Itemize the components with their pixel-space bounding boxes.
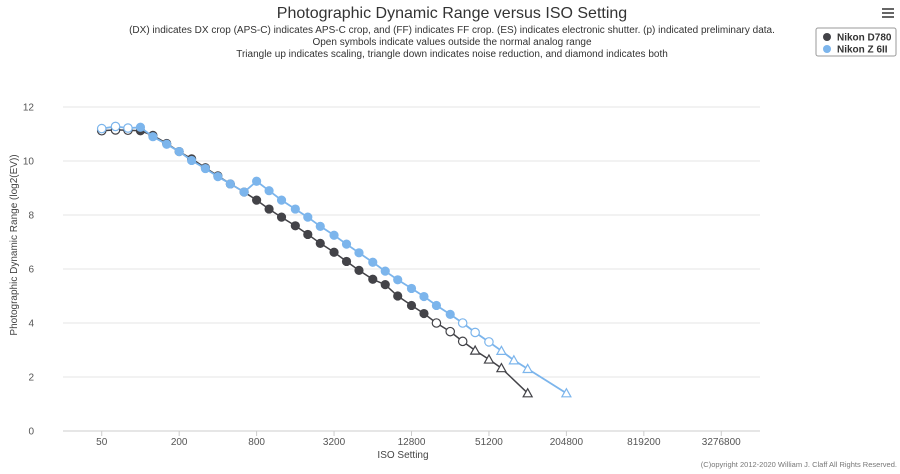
data-point-nikon-z-6ii xyxy=(225,179,235,189)
credits: (C)opyright 2012-2020 William J. Claff A… xyxy=(701,460,897,469)
data-point-nikon-z-6ii xyxy=(187,155,197,166)
axes: 0 2 4 6 8 10 12 50 200 800 3200 12800 51200 204800 819… xyxy=(23,103,741,449)
legend-box xyxy=(815,27,897,57)
data-point-nikon-z-6ii xyxy=(148,132,158,142)
series xyxy=(96,121,572,398)
data-point-nikon-d780 xyxy=(276,212,287,222)
legend-marker-nikon-d780 xyxy=(823,33,831,41)
data-point-nikon-d780 xyxy=(406,300,417,311)
data-point-nikon-z-6ii xyxy=(354,248,364,258)
legend-label-nikon-d780: Nikon D780 xyxy=(837,33,892,44)
data-point-nikon-d780 xyxy=(419,308,429,319)
data-point-nikon-z-6ii xyxy=(431,300,442,311)
data-point-nikon-d780 xyxy=(290,221,300,231)
data-point-nikon-z-6ii xyxy=(264,186,274,196)
data-point-nikon-d780 xyxy=(329,247,339,257)
y-axis-title: Photographic Dynamic Range (log2(EV)) xyxy=(9,154,20,335)
chart-subtitle-line-3: Triangle up indicates scaling, triangle … xyxy=(236,49,668,60)
data-point-nikon-z-6ii xyxy=(560,387,572,398)
data-point-nikon-z-6ii xyxy=(329,230,339,240)
legend-label-nikon-z-6ii: Nikon Z 6II xyxy=(837,45,888,56)
data-point-nikon-d780 xyxy=(354,265,364,275)
y-tick-label: 4 xyxy=(28,319,34,330)
data-point-nikon-z-6ii xyxy=(393,275,403,285)
legend-item-nikon-z-6ii[interactable]: Nikon Z 6II xyxy=(823,45,888,56)
data-point-nikon-z-6ii xyxy=(276,195,287,205)
legend-item-nikon-d780[interactable]: Nikon D780 xyxy=(823,33,892,44)
data-point-nikon-z-6ii xyxy=(174,146,184,157)
y-tick-label: 8 xyxy=(28,211,34,222)
data-point-nikon-z-6ii xyxy=(96,123,107,134)
data-point-nikon-d780 xyxy=(431,318,442,328)
data-point-nikon-z-6ii xyxy=(290,204,300,214)
data-point-nikon-z-6ii xyxy=(470,327,480,338)
x-tick-label: 200 xyxy=(171,437,188,448)
data-point-nikon-d780 xyxy=(303,229,313,240)
data-point-nikon-z-6ii xyxy=(445,309,455,319)
data-point-nikon-z-6ii xyxy=(315,221,325,231)
data-point-nikon-z-6ii xyxy=(239,187,249,197)
data-point-nikon-z-6ii xyxy=(123,123,133,133)
y-tick-label: 12 xyxy=(23,103,35,114)
data-point-nikon-z-6ii xyxy=(380,266,390,276)
data-point-nikon-d780 xyxy=(368,274,378,284)
data-point-nikon-z-6ii xyxy=(213,172,223,182)
grid-lines xyxy=(63,106,760,432)
data-point-nikon-d780 xyxy=(483,353,495,364)
x-tick-label: 3276800 xyxy=(702,437,741,448)
data-point-nikon-z-6ii xyxy=(522,363,534,374)
hamburger-icon xyxy=(882,8,894,18)
x-tick-label: 800 xyxy=(248,437,265,448)
chart-subtitle-line-2: Open symbols indicate values outside the… xyxy=(312,37,591,48)
data-point-nikon-d780 xyxy=(380,280,390,290)
data-point-nikon-z-6ii xyxy=(200,163,211,174)
x-tick-label: 204800 xyxy=(550,437,584,448)
x-tick-label: 3200 xyxy=(323,437,346,448)
data-point-nikon-d780 xyxy=(445,326,456,337)
chart-subtitle-line-1: (DX) indicates DX crop (APS-C) indicates… xyxy=(129,25,775,36)
x-tick-label: 12800 xyxy=(398,437,426,448)
data-point-nikon-z-6ii xyxy=(508,354,520,365)
data-point-nikon-d780 xyxy=(252,195,262,205)
data-point-nikon-z-6ii xyxy=(406,283,417,294)
x-tick-label: 50 xyxy=(96,437,108,448)
data-point-nikon-d780 xyxy=(469,344,481,355)
x-tick-label: 51200 xyxy=(475,437,503,448)
x-axis-title: ISO Setting xyxy=(377,450,428,461)
data-point-nikon-z-6ii xyxy=(110,121,121,132)
y-tick-label: 2 xyxy=(28,373,34,384)
series-line-nikon-d780 xyxy=(101,129,529,394)
data-point-nikon-z-6ii xyxy=(368,257,378,267)
data-point-nikon-d780 xyxy=(393,291,403,301)
data-point-nikon-z-6ii xyxy=(341,239,352,249)
data-point-nikon-z-6ii xyxy=(162,139,172,149)
data-point-nikon-d780 xyxy=(341,256,352,267)
menu-button[interactable] xyxy=(878,5,896,21)
data-point-nikon-z-6ii xyxy=(457,318,468,328)
data-point-nikon-z-6ii xyxy=(495,345,507,356)
series-nikon-d780 xyxy=(96,125,534,398)
data-point-nikon-d780 xyxy=(264,204,274,214)
y-tick-label: 0 xyxy=(28,427,34,438)
legend-marker-nikon-z-6ii xyxy=(823,45,831,53)
chart-title: Photographic Dynamic Range versus ISO Se… xyxy=(277,5,627,22)
chart-legend: Nikon D780 Nikon Z 6II xyxy=(815,27,897,57)
data-point-nikon-z-6ii xyxy=(135,122,146,132)
y-tick-label: 6 xyxy=(28,265,34,276)
series-nikon-z-6ii xyxy=(96,121,572,398)
data-point-nikon-z-6ii xyxy=(252,176,262,186)
data-point-nikon-z-6ii xyxy=(484,337,494,347)
data-point-nikon-d780 xyxy=(315,238,325,248)
data-point-nikon-z-6ii xyxy=(303,212,313,222)
data-point-nikon-d780 xyxy=(457,336,468,347)
data-point-nikon-d780 xyxy=(522,387,534,398)
data-point-nikon-z-6ii xyxy=(419,291,429,302)
data-point-nikon-d780 xyxy=(495,362,507,373)
series-line-nikon-z-6ii xyxy=(101,125,567,394)
x-tick-label: 819200 xyxy=(627,437,661,448)
y-tick-label: 10 xyxy=(23,157,35,168)
